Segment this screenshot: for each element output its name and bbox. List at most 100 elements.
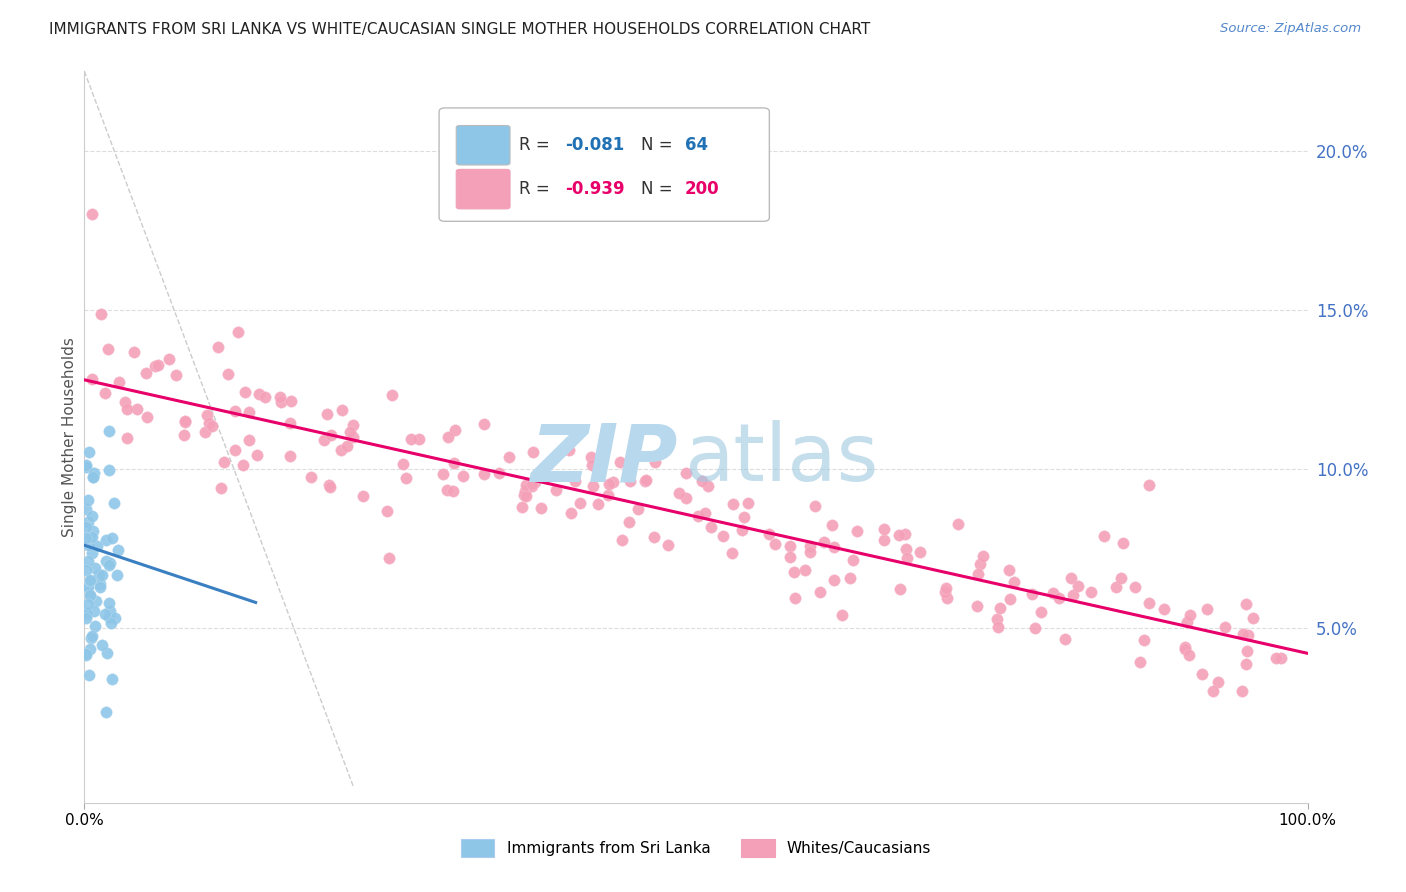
Point bbox=[889, 582, 911, 596]
Point bbox=[799, 545, 821, 559]
Point bbox=[96, 646, 118, 660]
Point bbox=[377, 551, 399, 566]
Point bbox=[201, 419, 224, 434]
Point bbox=[75, 458, 97, 472]
Point bbox=[392, 457, 415, 471]
Point bbox=[513, 488, 536, 502]
Point bbox=[97, 425, 120, 439]
Point bbox=[80, 207, 103, 221]
Point bbox=[103, 496, 125, 510]
Point bbox=[84, 561, 107, 575]
Point bbox=[75, 531, 97, 545]
Point bbox=[80, 629, 103, 643]
Point bbox=[437, 430, 460, 444]
Point bbox=[1237, 628, 1260, 642]
Point bbox=[515, 489, 537, 503]
Point bbox=[394, 471, 416, 485]
Point bbox=[238, 405, 260, 419]
Point bbox=[935, 591, 957, 605]
Point bbox=[107, 542, 129, 557]
Point bbox=[101, 672, 124, 686]
Point bbox=[737, 496, 759, 510]
Point bbox=[842, 553, 865, 567]
Point bbox=[934, 585, 956, 599]
Point bbox=[1174, 640, 1197, 655]
Point bbox=[316, 407, 339, 421]
Point bbox=[1059, 571, 1081, 585]
Point bbox=[84, 619, 107, 633]
Point bbox=[98, 558, 121, 572]
Point bbox=[105, 568, 128, 582]
Point bbox=[488, 466, 510, 480]
FancyBboxPatch shape bbox=[439, 108, 769, 221]
Point bbox=[1174, 641, 1197, 656]
Point bbox=[98, 463, 121, 477]
Point bbox=[198, 416, 221, 430]
Point bbox=[79, 589, 101, 603]
Point bbox=[451, 469, 474, 483]
Point bbox=[873, 533, 896, 547]
Point bbox=[377, 504, 399, 518]
Point bbox=[946, 517, 969, 532]
Point bbox=[299, 470, 322, 484]
Point bbox=[472, 467, 495, 481]
Point bbox=[1191, 667, 1213, 681]
Point bbox=[79, 573, 101, 587]
Point bbox=[143, 359, 166, 374]
Point bbox=[619, 475, 641, 489]
Point bbox=[700, 519, 723, 533]
Point bbox=[75, 459, 97, 474]
Point bbox=[896, 550, 918, 565]
Point bbox=[80, 546, 103, 560]
Point bbox=[79, 641, 101, 656]
Point bbox=[510, 500, 533, 514]
Point bbox=[619, 516, 641, 530]
Point bbox=[86, 539, 108, 553]
Point bbox=[224, 442, 246, 457]
Point bbox=[98, 557, 121, 571]
Text: R =: R = bbox=[519, 136, 554, 154]
Point bbox=[823, 574, 845, 588]
Point bbox=[997, 562, 1019, 576]
Point bbox=[91, 638, 114, 652]
Point bbox=[598, 476, 620, 491]
Point bbox=[609, 455, 631, 469]
Point bbox=[720, 546, 742, 560]
Point bbox=[1270, 650, 1292, 665]
Point bbox=[329, 442, 352, 457]
Text: R =: R = bbox=[519, 180, 554, 198]
Point bbox=[1004, 574, 1026, 589]
Point bbox=[520, 477, 543, 491]
Point bbox=[101, 531, 124, 545]
Point bbox=[896, 541, 918, 556]
Text: Source: ZipAtlas.com: Source: ZipAtlas.com bbox=[1220, 22, 1361, 36]
Point bbox=[80, 632, 103, 646]
Point bbox=[232, 458, 254, 473]
Point bbox=[278, 449, 301, 463]
Point bbox=[83, 466, 105, 480]
Point bbox=[352, 489, 374, 503]
Point bbox=[783, 565, 806, 579]
Point bbox=[77, 580, 100, 594]
Point bbox=[207, 340, 229, 354]
Point bbox=[79, 574, 101, 588]
Point bbox=[1236, 644, 1258, 658]
Point bbox=[804, 500, 827, 514]
Point bbox=[889, 528, 911, 542]
Point bbox=[75, 520, 97, 534]
Point bbox=[280, 394, 302, 409]
Point bbox=[560, 506, 582, 520]
Point bbox=[75, 502, 97, 516]
Point bbox=[823, 540, 845, 554]
Point bbox=[84, 593, 107, 607]
Point bbox=[339, 425, 361, 440]
Point bbox=[1180, 608, 1202, 623]
Text: N =: N = bbox=[641, 180, 678, 198]
Point bbox=[90, 307, 112, 321]
Point bbox=[76, 606, 98, 620]
Point bbox=[436, 483, 458, 498]
Point bbox=[1177, 615, 1199, 629]
Point bbox=[228, 325, 250, 339]
Point bbox=[97, 596, 120, 610]
Point bbox=[217, 367, 239, 381]
